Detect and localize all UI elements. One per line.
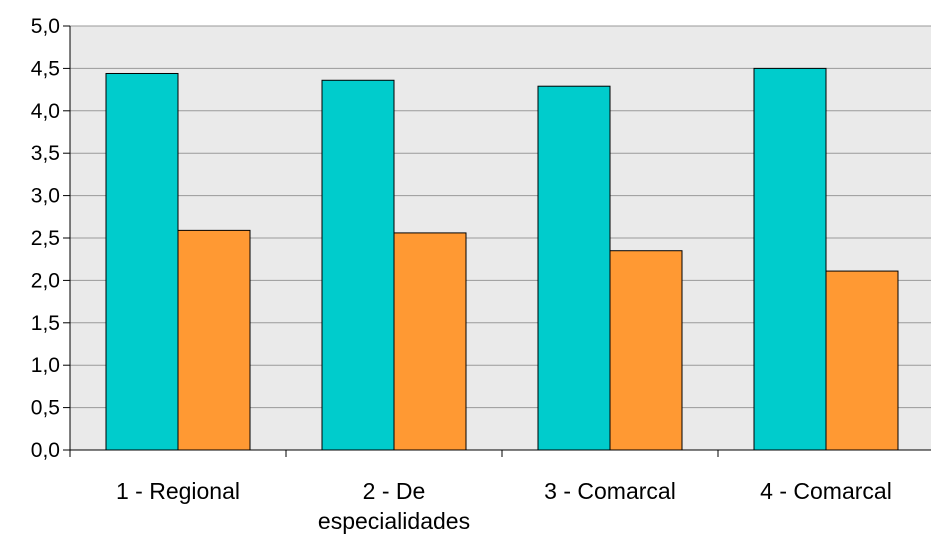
y-tick-label: 2,5 bbox=[31, 227, 60, 250]
y-tick-label: 0,0 bbox=[31, 439, 60, 462]
x-axis-ticks: 1 - Regional 2 - De especialidades 3 - Coma… bbox=[69, 450, 892, 534]
x-tick-label: 2 - De bbox=[363, 478, 426, 504]
y-tick-label: 1,0 bbox=[31, 354, 60, 377]
bar bbox=[393, 232, 467, 451]
bar bbox=[825, 270, 899, 451]
bar bbox=[105, 72, 179, 451]
x-tick-label: 1 - Regional bbox=[116, 478, 240, 504]
y-tick-label: 4,5 bbox=[31, 57, 60, 80]
x-tick-label: especialidades bbox=[318, 508, 470, 534]
y-axis-ticks: 0,0 0,5 1,0 1,5 2,0 2,5 3,0 3,5 4,0 4,5 5,0 bbox=[31, 15, 70, 462]
x-tick-label: 4 - Comarcal bbox=[760, 478, 892, 504]
y-tick-label: 5,0 bbox=[31, 15, 60, 38]
y-tick-label: 2,0 bbox=[31, 269, 60, 292]
y-tick-label: 0,5 bbox=[31, 397, 60, 420]
bar bbox=[321, 79, 395, 451]
bars bbox=[105, 67, 899, 451]
bar bbox=[177, 229, 251, 451]
bar bbox=[537, 85, 611, 451]
bar bbox=[753, 67, 827, 451]
y-tick-label: 4,0 bbox=[31, 100, 60, 123]
bar bbox=[609, 250, 683, 451]
y-tick-label: 3,0 bbox=[31, 185, 60, 208]
y-tick-label: 3,5 bbox=[31, 142, 60, 165]
x-tick-label: 3 - Comarcal bbox=[544, 478, 676, 504]
y-tick-label: 1,5 bbox=[31, 312, 60, 335]
